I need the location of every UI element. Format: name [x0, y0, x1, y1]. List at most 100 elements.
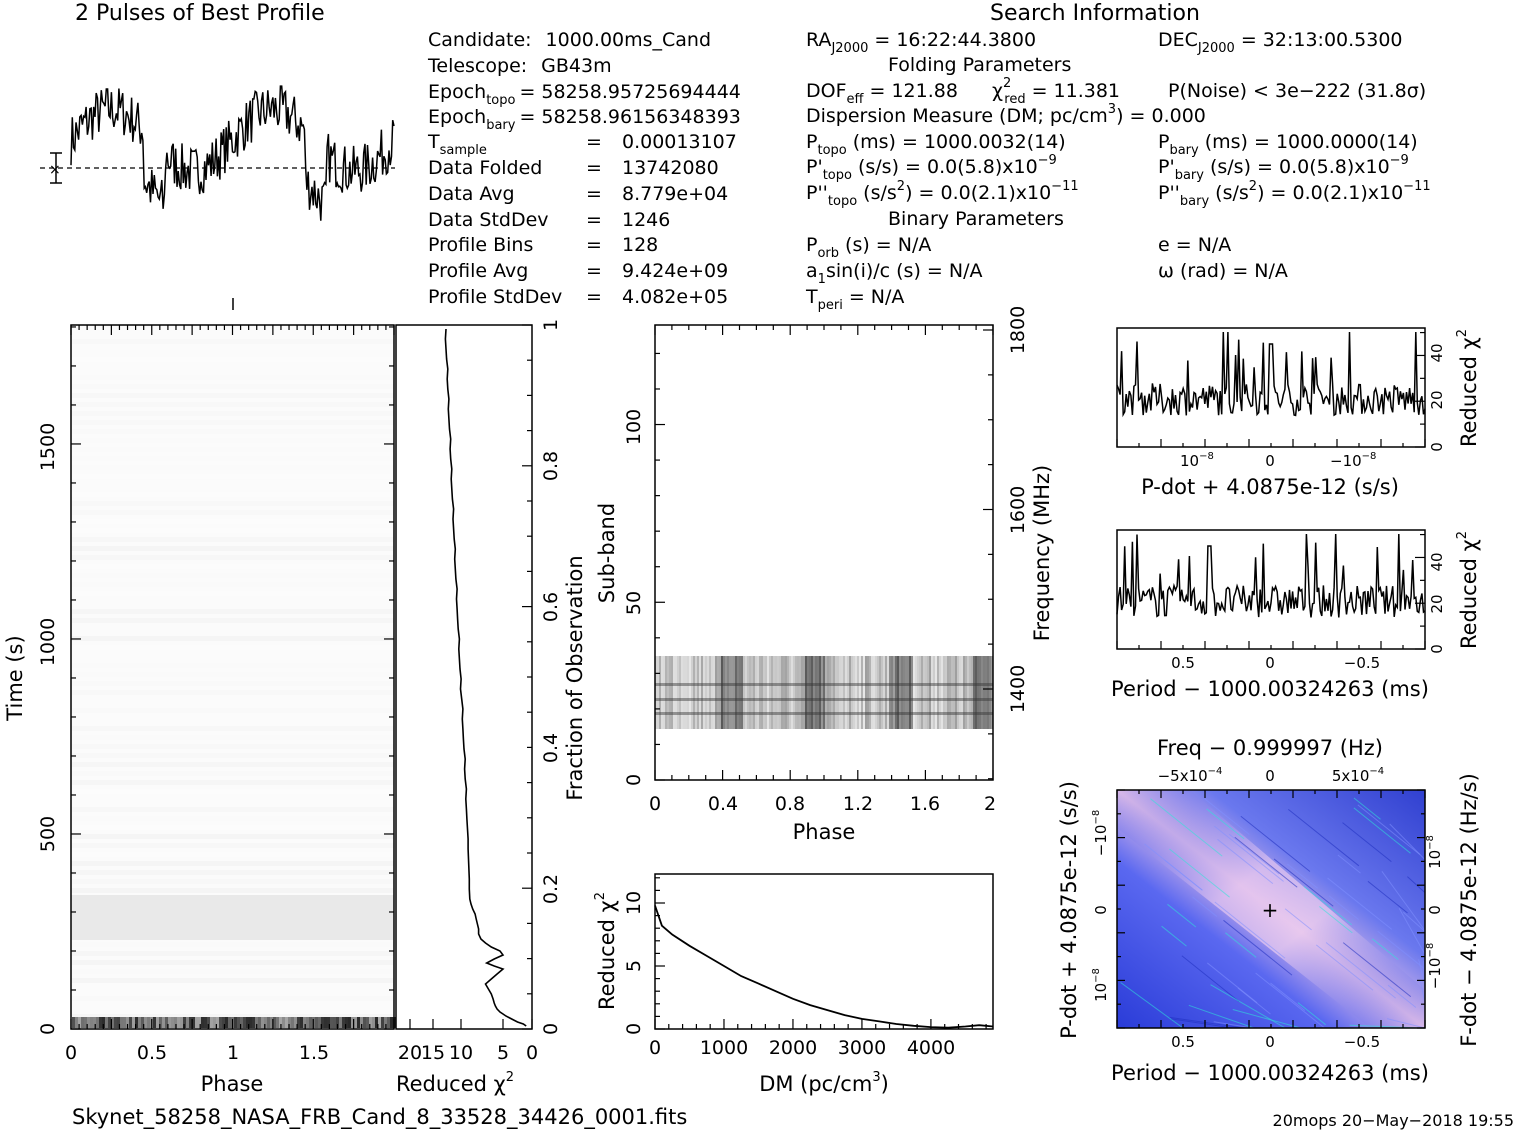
pp-streak: [1342, 822, 1392, 863]
svg-text:=: =: [586, 183, 602, 205]
tp-stripe: [71, 753, 394, 758]
sb-pixel-col: [803, 656, 805, 729]
pp-streak: [1214, 901, 1286, 959]
sb-pixel-col: [903, 656, 905, 729]
profile-plot: ×: [40, 85, 395, 310]
tp-bottom-pixel: [291, 1017, 294, 1028]
tp-bottom-pixel: [366, 1017, 369, 1028]
sb-right-label: Frequency (MHz): [1030, 465, 1054, 641]
per-ytick-40: 40: [1428, 552, 1446, 571]
pp-xtick-05: 0.5: [1171, 1033, 1195, 1051]
sb-pixel-col: [713, 656, 715, 729]
svg-text:4.082e+05: 4.082e+05: [622, 286, 728, 308]
tp-stripe: [71, 393, 394, 398]
tp-stripe: [71, 537, 394, 542]
pp-streak: [1232, 1009, 1301, 1029]
sb-pixel-col: [763, 656, 765, 729]
sb-pixel-col: [969, 656, 971, 729]
dm-ytick-0: 0: [623, 1023, 645, 1035]
tp-stripe: [71, 636, 394, 641]
sb-pixel-col: [709, 656, 711, 729]
svg-text:=: =: [586, 131, 602, 153]
sb-pixel-col: [827, 656, 829, 729]
p-pdot-band: [1117, 790, 1425, 1028]
tp-bottom-pixel: [165, 1017, 168, 1028]
pp-streak: [1327, 877, 1393, 930]
info-ra: RAJ2000 = 16:22:44.3800: [806, 29, 1036, 56]
tp-bottom-pixel: [375, 1017, 378, 1028]
tp-bottom-pixel: [141, 1017, 144, 1028]
time-phase-ticks: [70, 325, 395, 1030]
svg-text:13742080: 13742080: [622, 157, 719, 179]
svg-text:=: =: [586, 260, 602, 282]
sb-xtick-08: 0.8: [775, 793, 805, 815]
sb-pixel-col: [933, 656, 935, 729]
tp-stripe: [71, 744, 394, 749]
sb-pixel-col: [663, 656, 665, 729]
sb-pixel-col: [959, 656, 961, 729]
sb-pixel-col: [711, 656, 713, 729]
sb-rtick-1600: 1600: [1007, 486, 1029, 534]
pp-streak: [1342, 942, 1412, 998]
sb-pixel-col: [747, 656, 749, 729]
tp-bottom-pixel: [288, 1017, 291, 1028]
sb-pixel-col: [807, 656, 809, 729]
tp-stripe: [71, 771, 394, 776]
svg-text:1246: 1246: [622, 209, 670, 231]
sb-pixel-col: [785, 656, 787, 729]
pp-streak: [1287, 863, 1318, 889]
info-tperi: Tperi = N/A: [805, 286, 904, 313]
sb-pixel-col: [737, 656, 739, 729]
tp-bottom-pixel: [189, 1017, 192, 1028]
per-ytick-0: 0: [1428, 644, 1446, 654]
sb-ytick-50: 50: [623, 591, 645, 615]
sb-pixel-col: [661, 656, 663, 729]
info-omega: ω (rad) = N/A: [1158, 260, 1288, 282]
sb-pixel-col: [897, 656, 899, 729]
pdot-xlabel: P-dot + 4.0875e-12 (s/s): [1141, 475, 1399, 499]
tp-bottom-pixel: [96, 1017, 99, 1028]
sb-pixel-col: [985, 656, 987, 729]
tp-bottom-pixel: [144, 1017, 147, 1028]
sb-pixel-col: [693, 656, 695, 729]
sb-pixel-col: [951, 656, 953, 729]
tp-bottom-pixel: [183, 1017, 186, 1028]
tp-stripe: [71, 699, 394, 704]
sb-pixel-col: [783, 656, 785, 729]
sb-pixel-col: [989, 656, 991, 729]
tp-stripe: [71, 942, 394, 947]
sb-pixel-col: [841, 656, 843, 729]
tp-bottom-pixel: [363, 1017, 366, 1028]
pp-streak: [1389, 823, 1426, 861]
sb-pixel-col: [845, 656, 847, 729]
tp-stripe: [71, 978, 394, 983]
sb-pixel-col: [779, 656, 781, 729]
per-xtick-05: 0.5: [1171, 654, 1195, 672]
pp-streak: [1206, 962, 1258, 1004]
tp-bottom-pixel: [75, 1017, 78, 1028]
tp-bottom-pixel: [390, 1017, 393, 1028]
info-dec: DECJ2000 = 32:13:00.5300: [1158, 29, 1403, 56]
pp-top-tick-0: 0: [1265, 767, 1275, 785]
time-phase-stripes: [71, 330, 396, 1028]
tp-stripe: [71, 510, 394, 515]
dm-xtick-3000: 3000: [838, 1037, 886, 1059]
tp-bottom-pixel: [303, 1017, 306, 1028]
sb-pixel-col: [701, 656, 703, 729]
tp-stripe: [71, 1014, 394, 1019]
pp-streak: [1213, 1021, 1253, 1029]
sb-pixel-col: [909, 656, 911, 729]
pp-streak: [1419, 981, 1426, 1003]
sb-pixel-col: [861, 656, 863, 729]
sb-pixel-col: [759, 656, 761, 729]
sb-pixel-col: [811, 656, 813, 729]
tp-bottom-pixel: [378, 1017, 381, 1028]
sb-pixel-col: [675, 656, 677, 729]
info-epoch-bary: Epochbary = 58258.96156348393: [428, 106, 741, 133]
svg-text:=: =: [586, 286, 602, 308]
sb-pixel-col: [831, 656, 833, 729]
sb-pixel-col: [871, 656, 873, 729]
sb-pixel-col: [813, 656, 815, 729]
info-ptopo: Ptopo (ms) = 1000.0032(14): [806, 131, 1066, 158]
tp-band: [71, 895, 394, 940]
